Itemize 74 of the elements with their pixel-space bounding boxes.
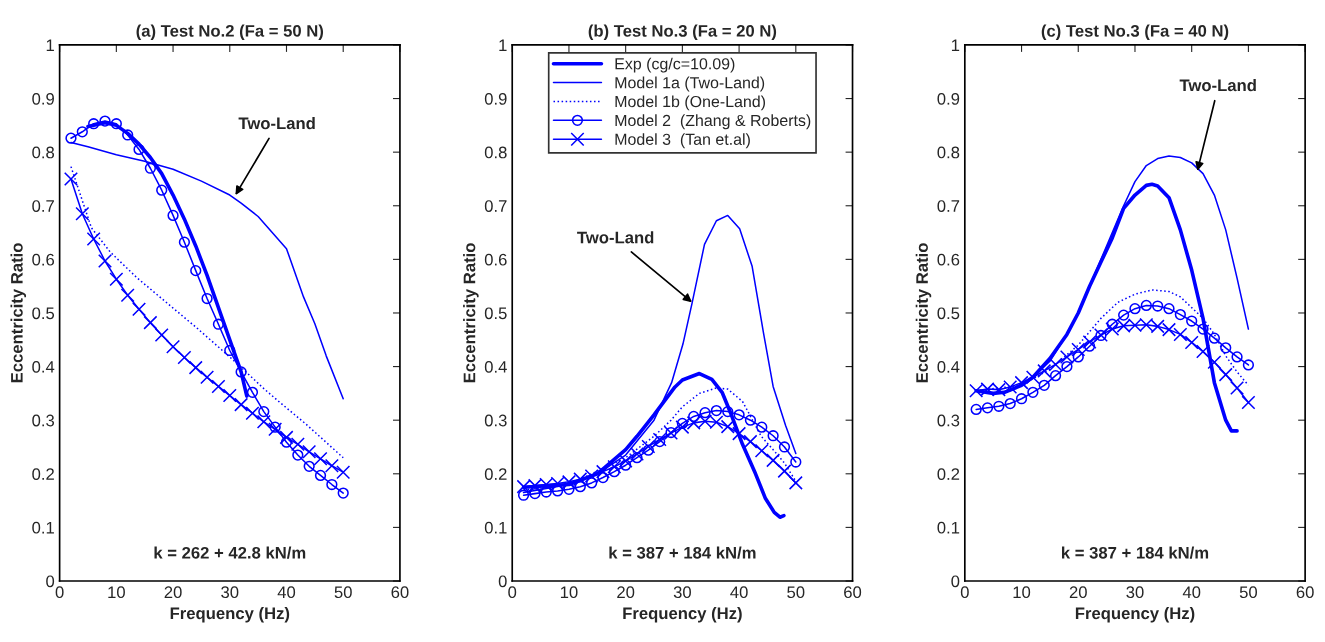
y-axis-title: Eccentricity Ratio [10, 243, 27, 383]
annotation: Two-Land [1179, 78, 1256, 92]
y-tick-label: 0.4 [32, 360, 55, 373]
legend-label: Model 3 (Tan et.al) [615, 133, 750, 149]
annotation: k = 387 + 184 kN/m [609, 546, 756, 559]
x-tick-label: 60 [391, 586, 409, 599]
x-tick-label: 30 [221, 586, 239, 599]
y-tick-label: 0.5 [32, 307, 55, 320]
y-tick-label: 0 [498, 575, 507, 588]
annotation: k = 387 + 184 kN/m [1062, 546, 1209, 559]
y-tick-label: 0.4 [937, 360, 960, 373]
x-tick-label: 50 [334, 586, 352, 599]
x-tick-label: 40 [730, 586, 748, 599]
x-tick-label: 0 [960, 586, 969, 599]
x-tick-label: 50 [1239, 586, 1258, 599]
x-tick-label: 30 [673, 586, 691, 599]
y-tick-label: 0.1 [32, 521, 54, 534]
y-tick-label: 1 [951, 39, 960, 51]
legend-label: Model 1b (One-Land) [615, 95, 766, 111]
x-tick-label: 0 [55, 586, 64, 599]
y-tick-label: 0.9 [32, 92, 54, 105]
x-axis-title: Frequency (Hz) [1075, 606, 1195, 623]
legend-label: Model 2 (Zhang & Roberts) [615, 114, 811, 130]
y-tick-label: 0.9 [937, 92, 960, 105]
y-tick-label: 0.7 [937, 200, 960, 212]
y-tick-label: 0.1 [484, 521, 507, 534]
y-tick-label: 0.4 [484, 360, 507, 373]
y-axis-title: Eccentricity Ratio [463, 243, 479, 383]
annotation: Two-Land [238, 117, 315, 130]
y-tick-label: 0.2 [937, 468, 960, 480]
y-tick-label: 0.1 [937, 521, 960, 534]
legend-label: Model 1a (Two-Land) [615, 76, 765, 92]
annotation: Two-Land [577, 231, 654, 244]
x-tick-label: 20 [164, 586, 182, 599]
chart-title: (c) Test No.3 (Fa = 40 N) [1041, 24, 1229, 41]
x-tick-label: 40 [277, 586, 296, 599]
y-tick-label: 0.5 [937, 307, 960, 320]
y-tick-label: 0.2 [484, 468, 507, 480]
y-axis-title: Eccentricity Ratio [915, 243, 932, 383]
x-tick-label: 50 [787, 586, 805, 599]
y-tick-label: 0.8 [937, 146, 960, 159]
chart-title: (a) Test No.2 (Fa = 50 N) [136, 24, 324, 41]
y-tick-label: 0.8 [32, 146, 55, 159]
y-tick-label: 0.7 [484, 200, 507, 212]
x-tick-label: 60 [1296, 586, 1314, 599]
x-axis-title: Frequency (Hz) [170, 606, 290, 623]
y-tick-label: 1 [46, 39, 54, 51]
y-tick-label: 0.8 [484, 146, 507, 159]
x-tick-label: 10 [108, 586, 125, 599]
x-tick-label: 60 [844, 586, 862, 599]
x-tick-label: 40 [1182, 586, 1201, 599]
y-tick-label: 0.3 [937, 414, 960, 427]
x-tick-label: 30 [1126, 586, 1144, 599]
x-tick-label: 10 [1013, 586, 1031, 599]
y-tick-label: 0.3 [484, 414, 507, 427]
y-tick-label: 0.6 [937, 253, 960, 266]
x-tick-label: 0 [508, 586, 517, 599]
y-tick-label: 0.2 [32, 468, 54, 480]
y-tick-label: 0.9 [484, 92, 507, 105]
y-tick-label: 0 [46, 575, 55, 588]
x-tick-label: 20 [617, 586, 635, 599]
x-axis-title: Frequency (Hz) [623, 606, 742, 623]
y-tick-label: 0.6 [32, 253, 55, 266]
y-tick-label: 0.7 [32, 200, 54, 212]
y-tick-label: 0 [951, 575, 960, 588]
chart-title: (b) Test No.3 (Fa = 20 N) [588, 24, 777, 41]
x-tick-label: 20 [1069, 586, 1087, 599]
y-tick-label: 0.6 [484, 253, 507, 266]
legend-label: Exp (cg/c=10.09) [615, 57, 735, 73]
y-tick-label: 0.3 [32, 414, 55, 427]
y-tick-label: 1 [499, 39, 507, 51]
x-tick-label: 10 [560, 586, 578, 599]
annotation: k = 262 + 42.8 kN/m [154, 546, 306, 559]
y-tick-label: 0.5 [484, 307, 507, 320]
